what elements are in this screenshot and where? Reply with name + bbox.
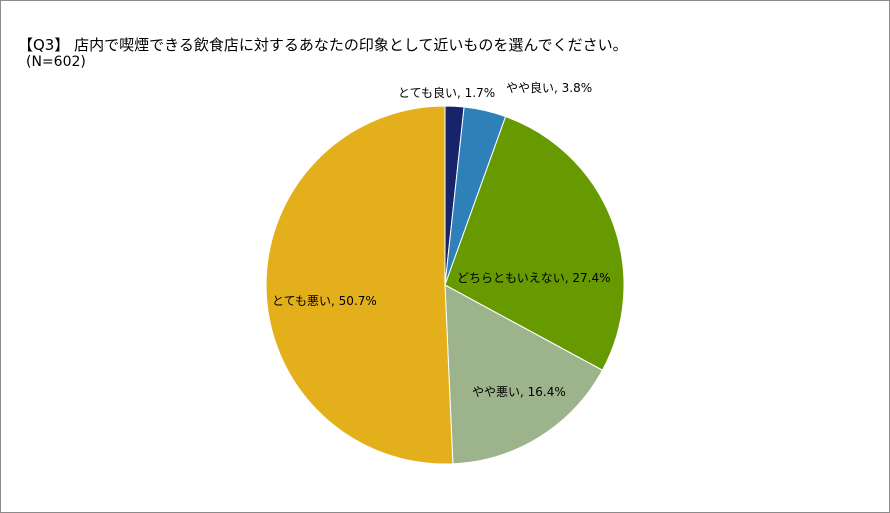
pie-data-label: とても悪い, 50.7% xyxy=(272,294,377,308)
pie-slice xyxy=(444,115,625,371)
pie-data-label: やや良い, 3.8% xyxy=(506,80,592,95)
pie-slice xyxy=(444,284,604,465)
pie-data-label: とても良い, 1.7% xyxy=(398,85,495,100)
pie-data-label: どちらともいえない, 27.4% xyxy=(457,271,611,285)
chart-title: 【Q3】 店内で喫煙できる飲食店に対するあなたの印象として近いものを選んでくださ… xyxy=(18,36,628,54)
pie-slice xyxy=(265,105,454,465)
pie-data-label: やや悪い, 16.4% xyxy=(472,385,566,399)
chart-subtitle: (N=602) xyxy=(26,54,86,70)
